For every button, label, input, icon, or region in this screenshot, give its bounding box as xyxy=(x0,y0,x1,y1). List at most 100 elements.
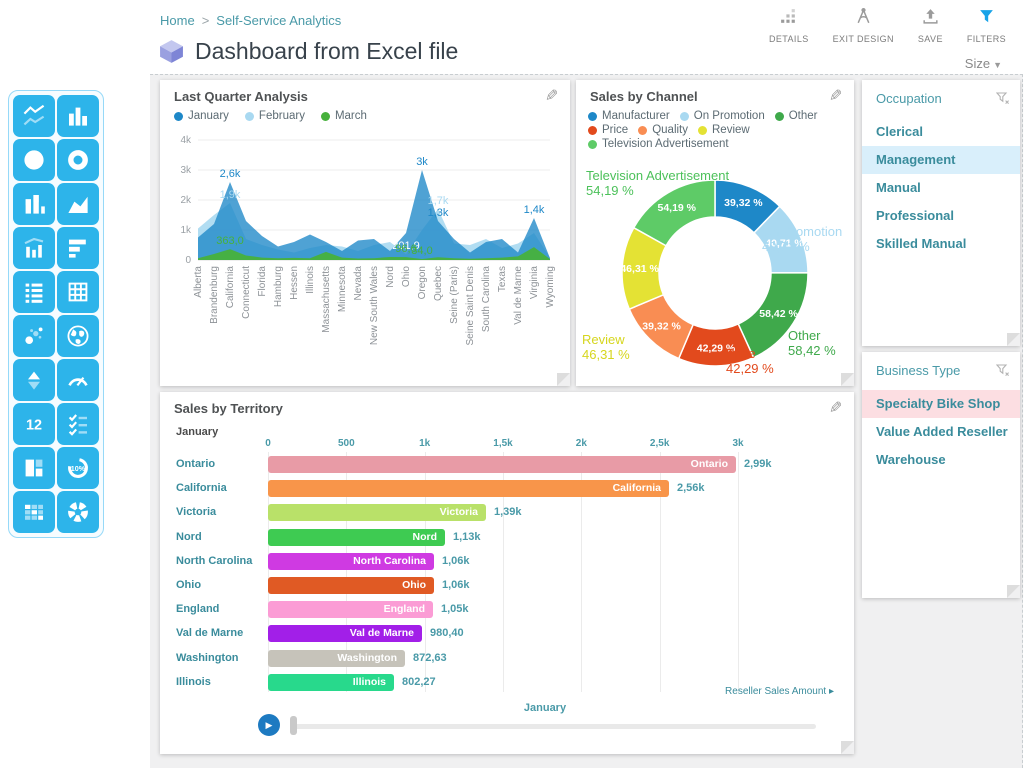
slice-value-label: 39,32 % xyxy=(724,197,763,209)
toolbox-item-area-chart[interactable] xyxy=(57,183,99,225)
toolbox-item-map[interactable] xyxy=(57,315,99,357)
area-series-march[interactable] xyxy=(198,247,550,260)
toolbox-item-range-filter[interactable] xyxy=(13,359,55,401)
toolbox-item-progress-circle[interactable]: 10% xyxy=(57,447,99,489)
filter-item-skilled-manual[interactable]: Skilled Manual xyxy=(876,236,967,251)
details-icon xyxy=(779,7,798,31)
play-icon: ▶ xyxy=(265,719,273,730)
legend-dot xyxy=(774,111,784,121)
x-axis-label: Nevada xyxy=(353,266,364,301)
filter-item-clerical[interactable]: Clerical xyxy=(876,124,923,139)
page-title: Dashboard from Excel file xyxy=(195,38,459,64)
gridline xyxy=(581,452,583,692)
legend-item: March xyxy=(320,110,367,122)
territory-label: Victoria xyxy=(176,506,217,519)
data-label: 34,0 xyxy=(411,245,432,257)
bar-value-label: 1,06k xyxy=(442,554,470,567)
territory-bar[interactable]: Nord xyxy=(268,528,445,546)
toolbox-item-gauge[interactable] xyxy=(57,359,99,401)
territory-bar[interactable]: Ontario xyxy=(268,456,736,473)
donut-chart[interactable]: 39,32 % 40,71 % 58,42 % 42,29 % 39,32 % 46,31… xyxy=(576,158,854,384)
toolbar-button-exit-design[interactable]: EXIT DESIGN xyxy=(833,7,894,44)
filter-item-specialty-bike-shop[interactable]: Specialty Bike Shop xyxy=(862,390,1020,418)
panel-business-type-filter: Business Type Specialty Bike Shop Value A… xyxy=(862,352,1020,598)
legend-item: Price xyxy=(588,124,628,136)
territory-bar[interactable]: Washington xyxy=(268,649,405,667)
x-axis-label: Wyoming xyxy=(545,266,556,308)
legend-label: Review xyxy=(712,124,750,136)
x-axis-title: January xyxy=(523,702,567,714)
toolbox-item-scatter-chart[interactable] xyxy=(13,315,55,357)
territory-bar[interactable]: California xyxy=(268,480,669,498)
toolbox-item-rose-chart[interactable] xyxy=(57,491,99,533)
bar-inner-label: Val de Marne xyxy=(349,627,414,640)
toolbox-item-bar-chart[interactable] xyxy=(57,95,99,137)
filter-item-professional[interactable]: Professional xyxy=(876,208,955,223)
slice-value-label: 58,42 % xyxy=(759,308,798,320)
breadcrumb-home[interactable]: Home xyxy=(160,13,195,28)
size-dropdown[interactable]: Size ▼ xyxy=(965,56,1002,71)
title-row: Dashboard from Excel file xyxy=(158,38,458,65)
area-series-january[interactable] xyxy=(198,170,550,260)
toolbox-item-treemap[interactable] xyxy=(13,447,55,489)
legend-label: Price xyxy=(602,124,629,136)
edit-pencil-icon[interactable]: ✎ xyxy=(828,88,842,105)
toolbox-item-combo-chart[interactable] xyxy=(13,227,55,269)
toolbox-item-grid[interactable] xyxy=(13,271,55,313)
toolbar-button-filters[interactable]: FILTERS xyxy=(967,7,1006,44)
donut-slice[interactable] xyxy=(632,179,716,247)
toolbar-button-details[interactable]: DETAILS xyxy=(769,7,809,44)
slice-value-label: 40,71 % xyxy=(765,238,804,250)
bar-inner-label: North Carolina xyxy=(353,554,426,567)
legend-item: Quality xyxy=(638,124,688,136)
legend-label: Quality xyxy=(652,124,688,136)
area-chart-icon xyxy=(68,196,88,213)
territory-bar[interactable]: Illinois xyxy=(268,673,394,691)
clear-filter-icon[interactable] xyxy=(995,363,1010,382)
filter-item-management[interactable]: Management xyxy=(862,146,1020,174)
toolbox-item-line-chart[interactable] xyxy=(13,95,55,137)
territory-bar[interactable]: Val de Marne xyxy=(268,625,422,643)
x-axis-label: Hessen xyxy=(289,266,300,300)
breadcrumb-current[interactable]: Self-Service Analytics xyxy=(216,13,342,28)
filter-item-manual[interactable]: Manual xyxy=(876,180,921,195)
x-axis-label: Alberta xyxy=(193,266,204,298)
timeline-slider-handle[interactable] xyxy=(290,716,297,735)
timeline-slider-track[interactable] xyxy=(292,724,816,729)
area-chart[interactable]: 0 1k 2k 3k 4k Alberta Brandenburg California Con… xyxy=(166,132,568,382)
toolbox-item-hbar-chart[interactable] xyxy=(57,227,99,269)
toolbox-item-stacked-bar-chart[interactable] xyxy=(13,183,55,225)
svg-text:12: 12 xyxy=(26,417,42,433)
filter-item-warehouse[interactable]: Warehouse xyxy=(876,452,946,467)
territory-bar[interactable]: North Carolina xyxy=(268,552,434,570)
toolbox-item-pivot-grid[interactable] xyxy=(57,271,99,313)
play-button[interactable]: ▶ xyxy=(258,714,280,736)
legend-dot xyxy=(320,111,330,121)
toolbox-item-card[interactable]: 12 xyxy=(13,403,55,445)
territory-bar[interactable]: Victoria xyxy=(268,504,486,522)
territory-label: Val de Marne xyxy=(176,627,244,640)
toolbox-item-donut-chart[interactable] xyxy=(57,139,99,181)
toolbar-button-label: EXIT DESIGN xyxy=(832,34,894,44)
territory-bar[interactable]: Ohio xyxy=(268,577,434,594)
x-axis-tick: 2k xyxy=(575,438,587,449)
x-axis-label: Seine Saint Denis xyxy=(465,266,476,346)
toolbar-button-label: DETAILS xyxy=(769,34,809,44)
exit-design-icon xyxy=(854,7,873,31)
edit-pencil-icon[interactable]: ✎ xyxy=(544,88,558,105)
clear-filter-icon[interactable] xyxy=(995,91,1010,110)
reseller-sales-link[interactable]: Reseller Sales Amount ▸ xyxy=(725,686,834,697)
territory-bar[interactable]: England xyxy=(268,601,433,619)
filter-item-value-added-reseller[interactable]: Value Added Reseller xyxy=(876,424,1008,439)
toolbox-item-heatmap[interactable] xyxy=(13,491,55,533)
toolbar-button-save[interactable]: SAVE xyxy=(918,7,943,44)
legend-label: On Promotion xyxy=(693,110,765,122)
gridline xyxy=(424,452,426,692)
bar-inner-label: Ohio xyxy=(402,579,426,591)
bar-inner-label: California xyxy=(612,482,661,495)
x-axis-label: Nord xyxy=(385,266,396,288)
chart-title: Sales by Channel xyxy=(590,89,698,104)
toolbox-item-pie-chart[interactable] xyxy=(13,139,55,181)
card-icon: 12 xyxy=(26,417,42,433)
toolbox-item-checklist[interactable] xyxy=(57,403,99,445)
